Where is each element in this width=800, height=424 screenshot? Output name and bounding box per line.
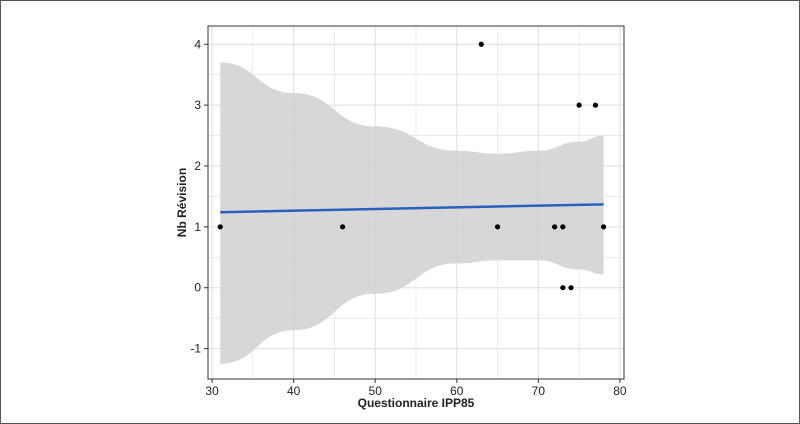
y-tick-label: 3 xyxy=(194,98,201,112)
x-tick-label: 30 xyxy=(205,384,219,398)
y-tick-label: -1 xyxy=(190,342,201,356)
x-tick-label: 50 xyxy=(369,384,383,398)
data-point xyxy=(560,285,566,291)
regression-line xyxy=(220,203,604,214)
y-tick-label: 1 xyxy=(194,220,201,234)
data-point xyxy=(552,224,558,230)
x-tick-label: 40 xyxy=(287,384,301,398)
y-tick-label: 2 xyxy=(194,159,201,173)
plot-border xyxy=(207,25,625,380)
data-points xyxy=(217,41,607,291)
y-axis-ticks: -1 0 1 2 3 4 xyxy=(190,37,208,356)
x-axis-ticks: 30 40 50 60 70 80 xyxy=(205,379,627,398)
data-point xyxy=(217,224,223,230)
x-tick-label: 80 xyxy=(613,384,627,398)
x-tick-label: 60 xyxy=(450,384,464,398)
data-point xyxy=(592,102,599,108)
y-tick-label: 0 xyxy=(194,281,201,295)
x-axis-title: Questionnaire IPP85 xyxy=(358,396,475,410)
data-point xyxy=(568,285,574,291)
data-point xyxy=(478,41,484,47)
data-point xyxy=(601,224,607,230)
x-tick-label: 70 xyxy=(532,384,546,398)
y-axis-title: Nb Révision xyxy=(175,168,189,237)
data-point xyxy=(576,102,582,108)
data-point xyxy=(339,224,346,230)
data-point xyxy=(494,224,501,230)
data-point xyxy=(560,224,566,230)
y-tick-label: 4 xyxy=(194,37,201,51)
confidence-band xyxy=(220,62,604,364)
